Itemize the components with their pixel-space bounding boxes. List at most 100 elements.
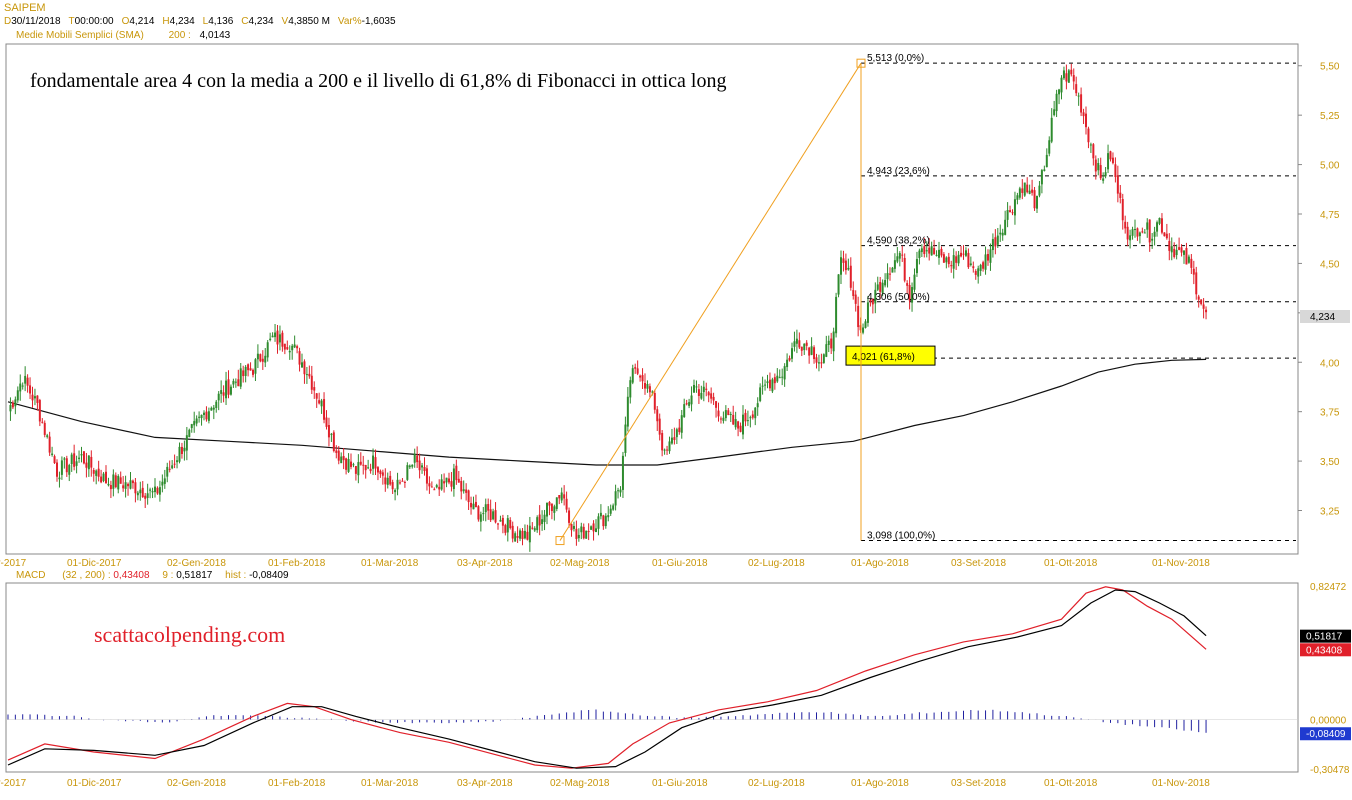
candle-body bbox=[1104, 172, 1107, 177]
candle-body bbox=[1082, 112, 1085, 117]
candle-body bbox=[440, 479, 443, 490]
candle-body bbox=[915, 259, 918, 274]
candle-body bbox=[1121, 199, 1124, 221]
ohlc-value: -1,6035 bbox=[361, 16, 396, 27]
candle-body bbox=[1055, 93, 1058, 112]
candle-body bbox=[783, 366, 786, 380]
candle-body bbox=[60, 460, 63, 475]
candle-body bbox=[555, 497, 558, 509]
candle-body bbox=[1043, 169, 1046, 171]
candle-body bbox=[146, 493, 149, 498]
sma-layer bbox=[7, 358, 1207, 466]
candle-body bbox=[693, 384, 695, 393]
macd-panel-frame bbox=[5, 582, 1299, 773]
candle-body bbox=[866, 302, 869, 323]
price-tick-label: 4,75 bbox=[1320, 210, 1340, 221]
candle-body bbox=[989, 249, 992, 263]
ohlc-value: 4,214 bbox=[129, 16, 155, 27]
ohlc-readout: D30/11/2018 T00:00:00 O4,214 H4,234 L4,136 C4… bbox=[4, 16, 404, 27]
candle-body bbox=[717, 410, 720, 417]
candle-body bbox=[1058, 89, 1061, 95]
candle-body bbox=[188, 429, 191, 438]
candle-body bbox=[707, 392, 710, 396]
last-price-label: 4,234 bbox=[1310, 312, 1335, 323]
candle-body bbox=[374, 457, 377, 469]
ohlc-value: 30/11/2018 bbox=[11, 16, 61, 27]
candle-body bbox=[798, 340, 801, 348]
price-tick-label: 5,50 bbox=[1320, 62, 1340, 73]
fib-level-label: 4,306 (50,0%) bbox=[867, 292, 930, 303]
candle-body bbox=[1013, 199, 1016, 216]
candle-body bbox=[773, 377, 776, 384]
candle-body bbox=[590, 526, 593, 530]
candle-body bbox=[1062, 70, 1065, 79]
candle-body bbox=[670, 437, 673, 444]
candle-body bbox=[92, 469, 95, 474]
ohlc-key: T bbox=[68, 16, 75, 27]
candle-body bbox=[433, 489, 436, 491]
price-tick-label: 3,75 bbox=[1320, 408, 1340, 419]
candle-body bbox=[538, 514, 541, 526]
macd-legend-hist-label: hist : bbox=[225, 570, 247, 581]
candle-body bbox=[771, 379, 774, 392]
candle-body bbox=[1036, 195, 1038, 209]
candle-body bbox=[543, 514, 546, 523]
candle-body bbox=[947, 256, 950, 265]
date-tick-label: 01-Giu-2018 bbox=[652, 778, 708, 789]
candle-body bbox=[673, 437, 676, 441]
candle-body bbox=[95, 470, 98, 476]
candle-body bbox=[800, 346, 803, 351]
candle-body bbox=[504, 525, 507, 533]
candle-body bbox=[832, 331, 835, 352]
candle-body bbox=[523, 530, 526, 539]
candle-body bbox=[531, 527, 534, 529]
candle-body bbox=[847, 267, 850, 270]
candle-body bbox=[614, 491, 617, 506]
macd-value-badge-label: 0,43408 bbox=[1306, 645, 1343, 656]
candle-body bbox=[697, 389, 700, 396]
price-tick-label: 5,00 bbox=[1320, 161, 1340, 172]
candle-body bbox=[457, 478, 460, 483]
candle-body bbox=[964, 250, 967, 256]
candle-body bbox=[65, 458, 68, 473]
candle-body bbox=[276, 330, 279, 345]
candle-body bbox=[675, 429, 678, 438]
candle-body bbox=[830, 338, 833, 349]
candle-body bbox=[514, 533, 517, 542]
candle-body bbox=[345, 458, 348, 470]
candle-body bbox=[739, 425, 742, 432]
candle-body bbox=[161, 481, 164, 486]
candle-body bbox=[21, 385, 24, 387]
candles-layer bbox=[9, 63, 1208, 552]
candle-body bbox=[384, 477, 387, 485]
candle-body bbox=[428, 483, 431, 487]
candle-body bbox=[310, 375, 313, 390]
candle-body bbox=[352, 464, 355, 466]
candle-body bbox=[690, 395, 693, 405]
candle-body bbox=[330, 433, 333, 435]
candle-body bbox=[825, 344, 828, 357]
candle-body bbox=[53, 456, 56, 464]
candle-body bbox=[1028, 190, 1031, 194]
fib-level-label: 4,590 (38,2%) bbox=[867, 236, 930, 247]
candle-body bbox=[595, 528, 597, 533]
price-tick-label: 3,50 bbox=[1320, 457, 1340, 468]
candle-body bbox=[1151, 238, 1154, 241]
fib-level-label: 3,098 (100,0%) bbox=[867, 531, 935, 542]
candle-body bbox=[644, 383, 646, 389]
candle-body bbox=[288, 351, 291, 353]
candle-body bbox=[1040, 170, 1043, 185]
candle-body bbox=[768, 379, 771, 389]
macd-tick-label: 0,82472 bbox=[1310, 582, 1347, 593]
candle-body bbox=[24, 375, 27, 384]
fib-level-label: 5,513 (0,0%) bbox=[867, 53, 924, 64]
candle-body bbox=[808, 347, 811, 356]
candle-body bbox=[977, 268, 980, 277]
candle-body bbox=[452, 468, 455, 490]
candle-body bbox=[746, 420, 749, 422]
candle-body bbox=[663, 449, 666, 451]
candle-body bbox=[46, 435, 49, 437]
candle-body bbox=[1175, 249, 1178, 256]
candle-body bbox=[173, 463, 176, 465]
candle-body bbox=[11, 402, 14, 408]
